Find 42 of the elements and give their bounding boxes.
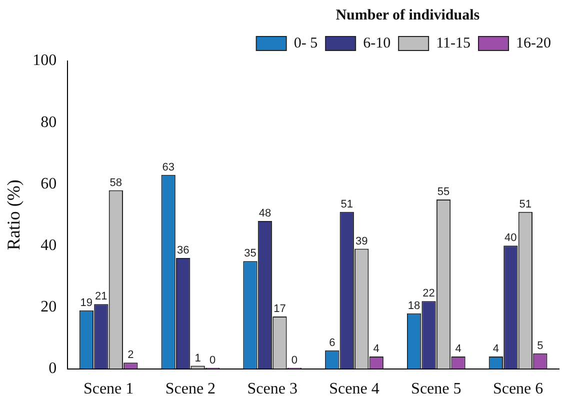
x-tick-label: Scene 5 bbox=[411, 380, 462, 398]
data-label: 63 bbox=[162, 161, 174, 174]
data-label: 48 bbox=[258, 208, 272, 220]
y-axis-title: Ratio (%) bbox=[4, 180, 24, 250]
x-tick-label: Scene 6 bbox=[492, 380, 544, 398]
data-label: 6 bbox=[329, 336, 336, 349]
data-label: 5 bbox=[537, 340, 544, 352]
x-tick-label: Scene 4 bbox=[329, 380, 380, 398]
data-label: 2 bbox=[128, 349, 134, 362]
data-label: 18 bbox=[408, 300, 420, 312]
data-label: 4 bbox=[492, 343, 499, 356]
x-tick-label: Scene 2 bbox=[165, 380, 216, 398]
data-label: 1 bbox=[194, 352, 201, 364]
legend-title: Number of individuals bbox=[336, 7, 480, 24]
data-label: 35 bbox=[244, 248, 256, 260]
data-label: 58 bbox=[110, 176, 122, 189]
y-tick-label: 100 bbox=[32, 52, 57, 70]
data-label: 0 bbox=[291, 354, 298, 366]
data-label: 17 bbox=[274, 303, 286, 316]
data-label: 22 bbox=[422, 288, 435, 300]
data-label: 4 bbox=[373, 343, 380, 356]
data-label: 51 bbox=[519, 198, 532, 210]
data-label: 21 bbox=[95, 290, 108, 303]
data-label: 36 bbox=[176, 244, 190, 257]
legend-label: 11-15 bbox=[436, 35, 471, 52]
y-tick-label: 0 bbox=[48, 360, 57, 378]
data-label: 55 bbox=[437, 186, 450, 198]
y-tick-label: 60 bbox=[40, 175, 57, 192]
legend-label: 16-20 bbox=[516, 35, 552, 52]
x-tick-label: Scene 3 bbox=[247, 380, 298, 398]
x-tick-label: Scene 1 bbox=[83, 380, 134, 398]
data-label: 4 bbox=[455, 343, 462, 356]
legend-label: 6-10 bbox=[363, 35, 391, 52]
data-label: 40 bbox=[504, 232, 517, 244]
y-tick-label: 80 bbox=[40, 114, 57, 131]
data-label: 19 bbox=[80, 296, 93, 309]
legend-label: 0- 5 bbox=[294, 35, 318, 52]
data-label: 0 bbox=[210, 354, 216, 366]
data-label: 39 bbox=[355, 235, 368, 248]
data-label: 51 bbox=[340, 198, 354, 210]
y-tick-label: 20 bbox=[40, 298, 57, 316]
y-tick-label: 40 bbox=[40, 236, 57, 254]
